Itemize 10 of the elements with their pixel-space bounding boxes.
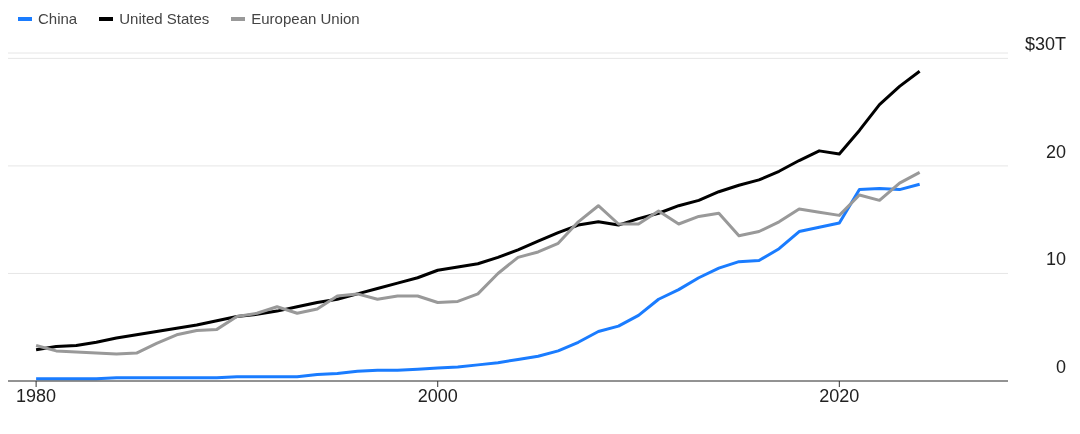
- legend-label: United States: [119, 10, 210, 27]
- legend-label: China: [38, 10, 78, 27]
- y-tick-label: $30T: [1024, 34, 1066, 55]
- x-tick-label: 1980: [16, 385, 57, 406]
- x-tick-label: 2020: [819, 385, 860, 406]
- y-tick-label: 10: [1045, 249, 1066, 270]
- legend-label: European Union: [251, 10, 360, 27]
- y-tick-label: 0: [1055, 357, 1066, 377]
- x-tick-label: 2000: [417, 385, 458, 406]
- y-tick-label: 20: [1045, 141, 1066, 162]
